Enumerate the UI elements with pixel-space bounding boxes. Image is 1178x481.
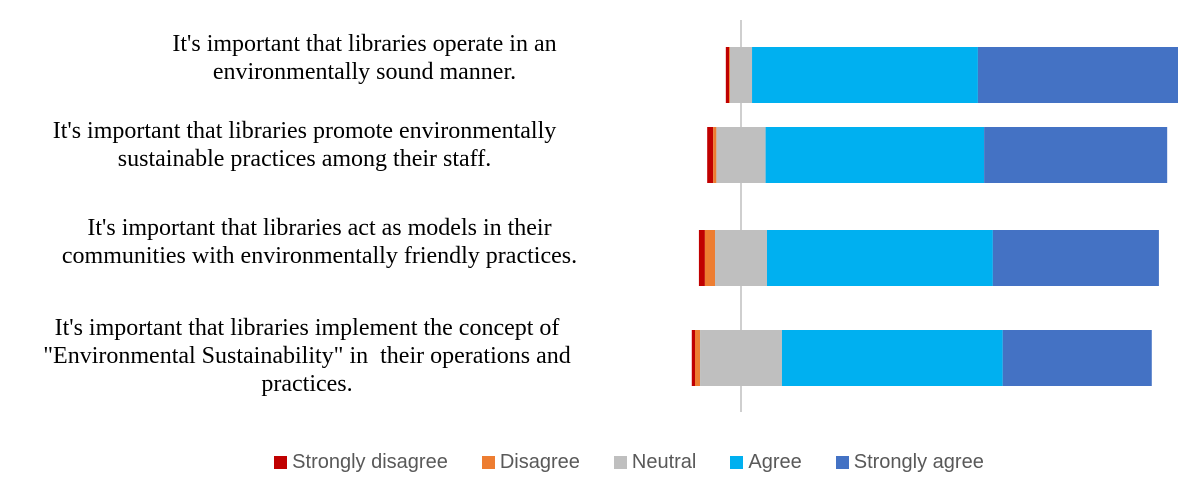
bar-segment [765, 127, 985, 183]
bar-segment [729, 47, 753, 103]
bar-segment [713, 127, 717, 183]
bar-segment [977, 47, 1178, 103]
bar-segment [715, 230, 767, 286]
legend-label: Neutral [631, 451, 697, 473]
legend-item: Strongly disagree [274, 451, 448, 474]
category-label: It's important that libraries act as mod… [61, 215, 578, 269]
legend-label: Agree [748, 451, 802, 473]
legend-item: Agree [730, 451, 802, 474]
legend-swatch [274, 456, 288, 469]
bar-segment [698, 230, 705, 286]
bar-segment [766, 230, 993, 286]
legend-item: Strongly agree [835, 451, 984, 474]
legend: Strongly disagree Disagree Neutral Agree Str… [0, 451, 1178, 474]
legend-label: Strongly disagree [292, 451, 448, 473]
bar-segment [992, 230, 1159, 286]
bar-segment [691, 330, 695, 386]
bar-segment [716, 127, 766, 183]
legend-label: Strongly agree [853, 451, 984, 473]
bar-segment [700, 330, 782, 386]
legend-swatch [835, 456, 849, 469]
legend-swatch [613, 456, 627, 469]
legend-swatch [730, 456, 744, 469]
bar-segment [752, 47, 978, 103]
legend-swatch [481, 456, 495, 469]
category-label: It's important that libraries operate in… [172, 31, 563, 85]
bar-segment [729, 47, 730, 103]
bar-segment [725, 47, 730, 103]
category-label: It's important that libraries implement … [43, 315, 577, 397]
legend-item: Disagree [481, 451, 580, 474]
bar-segment [695, 330, 701, 386]
bar-segment [1002, 330, 1152, 386]
bar-segment [704, 230, 716, 286]
bar-segment [707, 127, 714, 183]
legend-item: Neutral [613, 451, 697, 474]
bar-segment [781, 330, 1003, 386]
legend-label: Disagree [499, 451, 580, 473]
category-label: It's important that libraries promote en… [52, 118, 563, 172]
bar-segment [984, 127, 1168, 183]
